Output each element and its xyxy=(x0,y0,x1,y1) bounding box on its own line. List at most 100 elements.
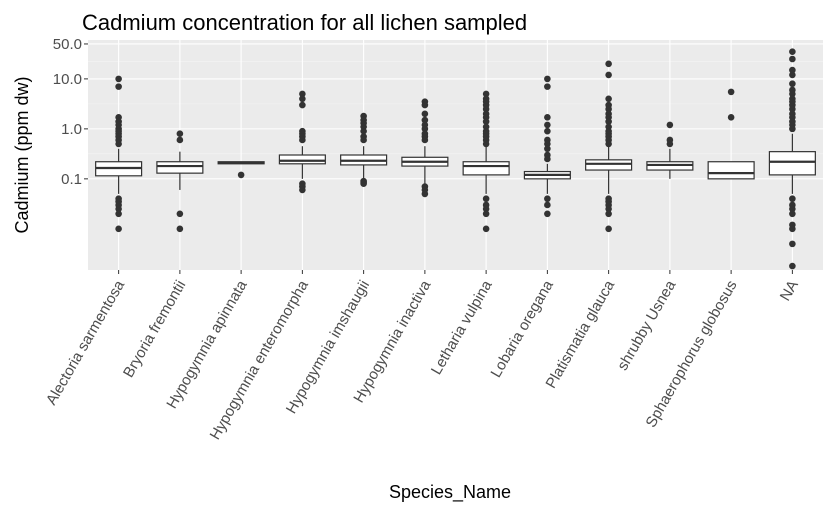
box-group xyxy=(156,130,204,233)
box-group xyxy=(217,161,265,179)
outlier-point xyxy=(544,114,551,121)
outlier-point xyxy=(605,95,612,103)
outlier-point xyxy=(115,75,122,83)
outlier-point xyxy=(482,140,490,148)
outlier-point xyxy=(789,48,796,55)
outlier-point xyxy=(605,210,612,218)
outlier-point xyxy=(666,140,674,148)
box-group xyxy=(646,121,694,179)
outlier-point xyxy=(115,205,122,213)
outlier-point xyxy=(421,190,429,198)
outlier-point xyxy=(482,210,490,218)
outlier-point xyxy=(360,127,367,135)
outlier-point xyxy=(605,118,612,125)
outlier-point xyxy=(789,195,796,203)
outlier-point xyxy=(544,155,551,163)
y-axis: 0.1 1.0 10.0 50.0 xyxy=(53,36,88,188)
x-tick-label: shrubby Usnea xyxy=(614,277,679,373)
outlier-point xyxy=(544,75,551,83)
outlier-point xyxy=(605,205,612,213)
outlier-point xyxy=(727,88,735,96)
box-group xyxy=(707,88,755,180)
box xyxy=(585,159,633,171)
y-axis-title: Cadmium (ppm dw) xyxy=(12,76,32,233)
outlier-point xyxy=(789,105,796,113)
outlier-point xyxy=(421,110,429,118)
outlier-point xyxy=(115,225,122,233)
box xyxy=(768,151,816,176)
box-group xyxy=(462,90,510,233)
x-tick-label: NA xyxy=(777,278,802,305)
outlier-point xyxy=(605,225,612,233)
outlier-point xyxy=(482,90,490,98)
outlier-point xyxy=(605,60,612,68)
outlier-point xyxy=(789,210,796,218)
x-axis-title: Species_Name xyxy=(389,482,511,503)
y-tick-label: 10.0 xyxy=(53,71,82,88)
outlier-point xyxy=(789,80,796,88)
outlier-point xyxy=(544,121,551,129)
boxes-layer xyxy=(95,48,816,270)
outlier-point xyxy=(299,101,306,109)
outlier-point xyxy=(544,195,551,203)
outlier-point xyxy=(789,205,796,213)
outlier-point xyxy=(421,101,429,109)
outlier-point xyxy=(421,136,429,144)
outlier-point xyxy=(176,136,184,144)
outlier-point xyxy=(544,140,551,148)
y-tick-label: 0.1 xyxy=(61,171,82,188)
outlier-point xyxy=(176,210,184,218)
y-tick-label: 1.0 xyxy=(61,121,82,138)
box xyxy=(156,161,204,174)
x-tick-label: Bryoria fremontii xyxy=(120,278,189,381)
outlier-point xyxy=(421,116,429,124)
box-group xyxy=(278,90,326,194)
outlier-point xyxy=(605,105,612,113)
box-group xyxy=(340,112,388,187)
outlier-point xyxy=(482,105,490,113)
box xyxy=(278,154,326,165)
outlier-point xyxy=(421,125,429,133)
outlier-point xyxy=(360,136,367,144)
chart-title: Cadmium concentration for all lichen sam… xyxy=(82,10,527,35)
outlier-point xyxy=(789,240,796,248)
outlier-point xyxy=(299,186,306,194)
box-group xyxy=(523,75,571,218)
outlier-point xyxy=(299,136,306,144)
box-group xyxy=(768,48,816,270)
x-tick-label: Letharia vulpina xyxy=(428,277,496,378)
outlier-point xyxy=(789,125,796,133)
outlier-point xyxy=(482,205,490,213)
outlier-point xyxy=(176,225,184,233)
outlier-point xyxy=(176,130,184,138)
outlier-point xyxy=(482,118,490,125)
outlier-point xyxy=(544,210,551,218)
outlier-point xyxy=(789,262,796,270)
outlier-point xyxy=(360,180,367,187)
outlier-point xyxy=(666,121,674,129)
outlier-point xyxy=(482,195,490,203)
outlier-point xyxy=(115,83,122,90)
outlier-point xyxy=(299,90,306,98)
minor-gridlines xyxy=(88,61,823,155)
plot-panel xyxy=(88,40,823,270)
outlier-point xyxy=(115,140,122,148)
x-tick-label: Lobaria oregana xyxy=(487,277,557,381)
box xyxy=(462,161,510,176)
x-tick-label: Platismatia glauca xyxy=(542,277,618,391)
outlier-point xyxy=(544,145,551,153)
outlier-point xyxy=(237,171,245,179)
outlier-point xyxy=(605,140,612,148)
outlier-point xyxy=(299,95,306,103)
outlier-point xyxy=(727,114,735,121)
outlier-point xyxy=(789,71,796,79)
box-group xyxy=(585,60,633,233)
box-group xyxy=(401,98,449,198)
y-tick-label: 50.0 xyxy=(53,36,82,53)
outlier-point xyxy=(544,83,551,90)
outlier-point xyxy=(544,127,551,135)
box-group xyxy=(95,75,143,233)
x-tick-label: Alectoria sarmentosa xyxy=(43,277,128,408)
